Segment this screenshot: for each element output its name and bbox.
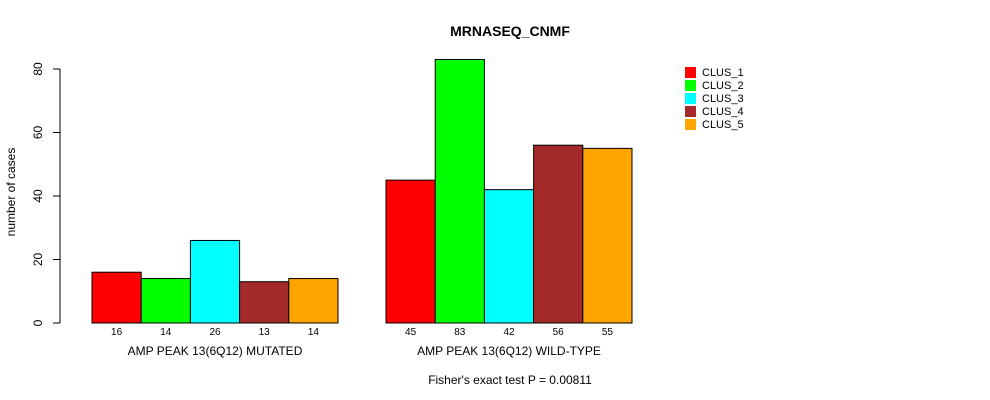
legend-label-clus-4: CLUS_4 [702,106,744,118]
legend-swatch-clus-4 [685,106,696,117]
chart-title: MRNASEQ_CNMF [450,23,570,39]
bar-clus-4-group-2 [533,144,584,324]
bars [91,58,633,324]
legend-label-clus-3: CLUS_3 [702,93,744,105]
y-axis: 0 20 40 60 80 [31,62,61,326]
count-label-clus-2-group-2: 83 [454,327,466,338]
count-label-clus-4-group-2: 56 [553,327,565,338]
legend-swatch-clus-5 [685,119,696,130]
group-label-2: AMP PEAK 13(6Q12) WILD-TYPE [417,344,601,358]
count-label-clus-1-group-1: 16 [111,327,123,338]
legend-swatch-clus-3 [685,93,696,104]
count-label-clus-2-group-1: 14 [160,327,172,338]
y-tick-label-20: 20 [31,253,45,267]
bar-clus-5-group-1 [288,278,339,324]
count-label-clus-5-group-1: 14 [308,327,320,338]
legend-swatch-clus-2 [685,80,696,91]
bar-clus-2-group-2 [434,58,485,324]
count-label-clus-3-group-1: 26 [209,327,221,338]
y-tick-label-80: 80 [31,62,45,76]
y-axis-label: number of cases [4,148,18,237]
count-label-clus-4-group-1: 13 [259,327,271,338]
y-tick-label-0: 0 [31,319,45,326]
footnote: Fisher's exact test P = 0.00811 [428,373,592,387]
y-tick-label-40: 40 [31,189,45,203]
bar-clus-3-group-1 [189,239,241,324]
count-label-clus-5-group-2: 55 [602,327,614,338]
group-labels: AMP PEAK 13(6Q12) MUTATED AMP PEAK 13(6Q1… [128,344,601,358]
legend-label-clus-2: CLUS_2 [702,80,744,92]
legend-label-clus-5: CLUS_5 [702,119,744,131]
legend-swatch-clus-1 [685,67,696,78]
bar-clus-4-group-1 [239,281,290,324]
y-tick-label-60: 60 [31,126,45,140]
bar-clus-1-group-1 [91,271,142,324]
group-label-1: AMP PEAK 13(6Q12) MUTATED [128,344,303,358]
bar-clus-5-group-2 [582,147,633,324]
bar-clus-2-group-1 [140,278,191,324]
bar-clus-3-group-2 [483,189,535,324]
legend-label-clus-1: CLUS_1 [702,67,744,79]
count-label-clus-3-group-2: 42 [503,327,515,338]
count-label-clus-1-group-2: 45 [405,327,417,338]
count-labels: 16 14 26 13 14 45 83 42 56 55 [111,327,613,338]
bar-clus-1-group-2 [385,179,436,324]
